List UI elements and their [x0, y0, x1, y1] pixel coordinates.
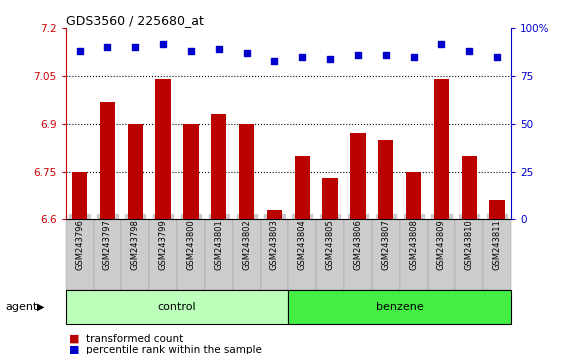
- Text: control: control: [158, 302, 196, 312]
- Bar: [239, 124, 254, 219]
- Point: [437, 41, 446, 46]
- Point: [103, 45, 112, 50]
- Point: [159, 41, 168, 46]
- Bar: [211, 114, 227, 219]
- Bar: [183, 124, 199, 219]
- Bar: [72, 172, 87, 219]
- Point: [131, 45, 140, 50]
- Bar: [378, 140, 393, 219]
- Bar: [489, 200, 505, 219]
- Text: transformed count: transformed count: [86, 334, 183, 344]
- Text: ▶: ▶: [37, 302, 45, 312]
- Point: [381, 52, 391, 58]
- Point: [297, 54, 307, 60]
- Point: [465, 48, 474, 54]
- Text: ■: ■: [69, 334, 79, 344]
- Bar: [295, 156, 310, 219]
- Bar: [267, 210, 282, 219]
- Point: [242, 50, 251, 56]
- Bar: [100, 102, 115, 219]
- Bar: [434, 79, 449, 219]
- Bar: [461, 156, 477, 219]
- Bar: [350, 133, 365, 219]
- Text: agent: agent: [6, 302, 38, 312]
- Bar: [406, 172, 421, 219]
- Point: [75, 48, 84, 54]
- Point: [353, 52, 363, 58]
- Text: ■: ■: [69, 345, 79, 354]
- Text: GDS3560 / 225680_at: GDS3560 / 225680_at: [66, 14, 203, 27]
- Point: [270, 58, 279, 64]
- Text: benzene: benzene: [376, 302, 424, 312]
- Text: percentile rank within the sample: percentile rank within the sample: [86, 345, 262, 354]
- Bar: [127, 124, 143, 219]
- Bar: [323, 178, 338, 219]
- Point: [214, 46, 223, 52]
- Point: [186, 48, 195, 54]
- Point: [409, 54, 418, 60]
- Bar: [155, 79, 171, 219]
- Point: [493, 54, 502, 60]
- Point: [325, 56, 335, 62]
